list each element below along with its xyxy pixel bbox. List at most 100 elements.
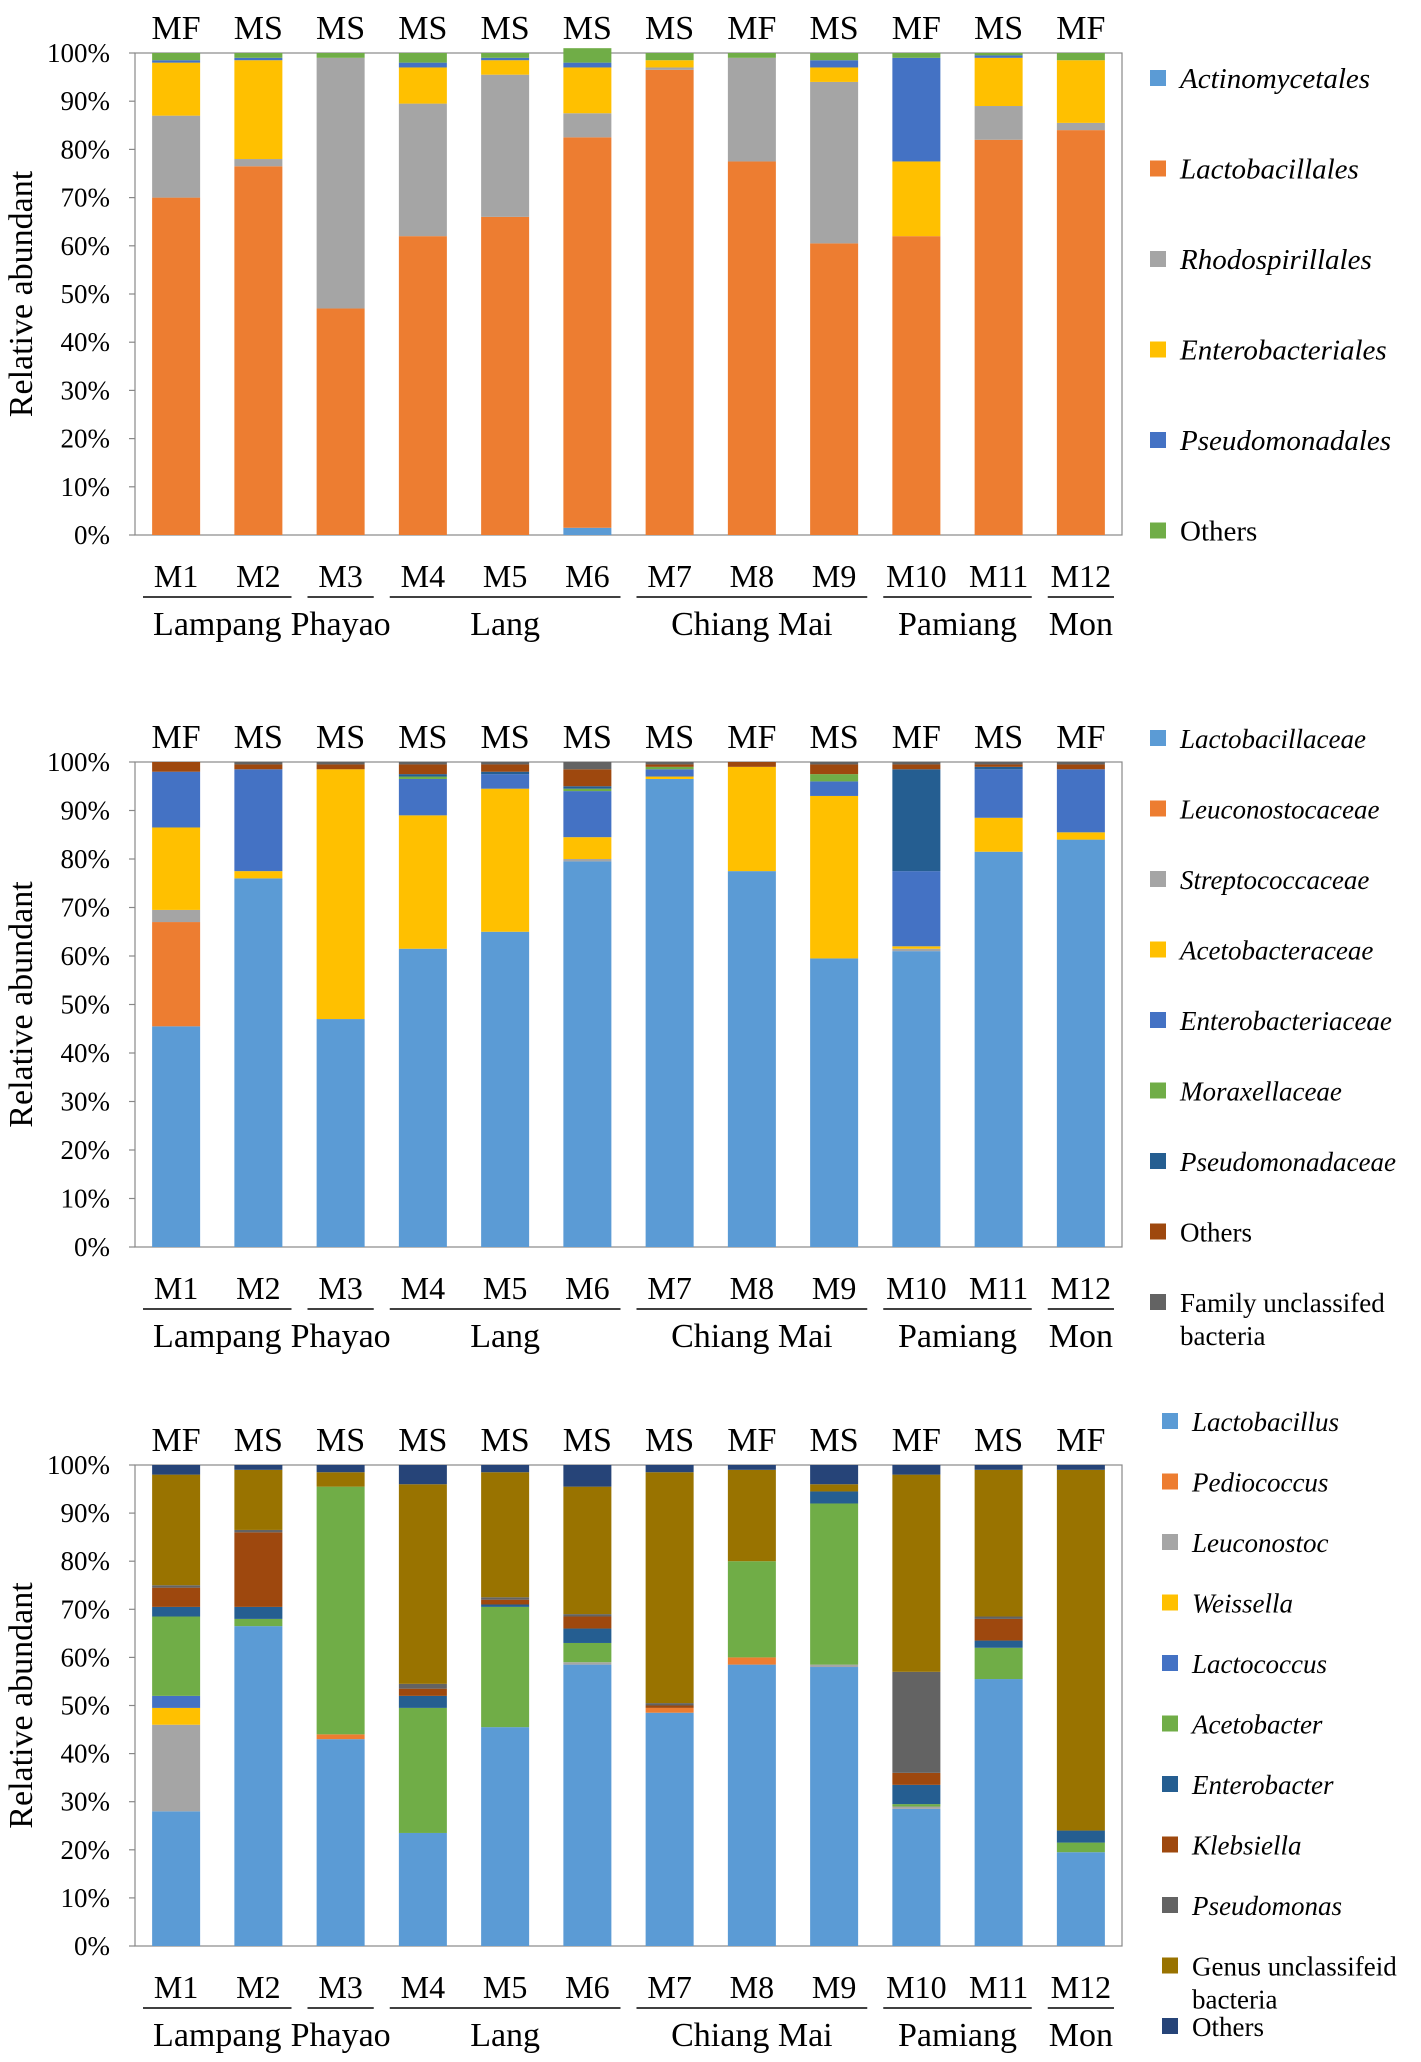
bar-segment-others-M12: [1056, 53, 1105, 61]
bar-segment-rhodospirillales-M1: [152, 115, 201, 198]
bar-segment-lactobacillaceae-M8: [727, 871, 776, 1247]
bar-M9: [810, 1465, 859, 1946]
bar-segment-others-M8: [727, 762, 776, 767]
x-tick-label: M6: [565, 1270, 609, 1306]
bar-M5: [481, 762, 530, 1247]
bar-segment-others-M2: [234, 764, 283, 770]
bar-segment-genus-unclassifeid-bacteria-M7: [645, 1472, 694, 1704]
legend-swatch: [1162, 1413, 1178, 1429]
sample-type-label: MS: [810, 1422, 859, 1459]
y-tick-label: 60%: [61, 941, 111, 971]
bar-segment-acetobacter-M4: [398, 1707, 447, 1833]
bar-segment-pseudomonas-M10: [892, 1671, 941, 1773]
bar-M4: [398, 1465, 447, 1946]
legend-item-others: Others: [1150, 516, 1257, 548]
bar-segment-acetobacteraceae-M10: [892, 946, 941, 949]
bar-segment-enterobacter-M10: [892, 1784, 941, 1805]
bar-segment-genus-unclassifeid-bacteria-M2: [234, 1469, 283, 1530]
sample-type-label: MF: [1056, 10, 1105, 47]
chart-panel-2: 0% 10% 20% 30% 40% 50% 60% 70% 80% 90% 100% Relativ…: [3, 719, 1396, 1355]
bar-segment-enterobacteriales-M11: [974, 57, 1023, 107]
legend-item-pseudomonadales: Pseudomonadales: [1150, 425, 1391, 457]
sample-type-label: MS: [810, 10, 859, 47]
legend-item-rhodospirillales: Rhodospirillales: [1150, 244, 1372, 276]
bar-segment-family-unclassifed-bacteria-M4: [398, 762, 447, 765]
bar-M2: [234, 1465, 283, 1946]
x-tick-label: M2: [236, 1969, 280, 2005]
bar-segment-enterobacter-M6: [563, 1628, 612, 1643]
legend-swatch: [1162, 1473, 1178, 1490]
x-tick-label: M10: [886, 1270, 946, 1306]
bar-segment-genus-unclassifeid-bacteria-M6: [563, 1486, 612, 1615]
sample-type-label: MS: [398, 10, 447, 47]
bar-segment-rhodospirillales-M4: [398, 103, 447, 237]
y-tick-label: 10%: [61, 472, 111, 502]
bar-segment-lactobacillus-M2: [234, 1626, 283, 1946]
bar-segment-enterobacteriales-M5: [481, 60, 530, 75]
x-tick-label: M11: [969, 558, 1028, 594]
legend-label: Streptococcaceae: [1180, 865, 1369, 895]
legend-label: Rhodospirillales: [1179, 244, 1372, 276]
bar-M5: [481, 1465, 530, 1946]
bar-segment-leuconostoc-M6: [563, 1662, 612, 1665]
bar-segment-acetobacter-M10: [892, 1804, 941, 1807]
bar-segment-others-M1: [152, 1465, 201, 1475]
bar-segment-acetobacter-M11: [974, 1647, 1023, 1680]
bar-segment-lactobacillales-M2: [234, 166, 283, 535]
sample-type-label: MS: [645, 10, 694, 47]
bar-segment-streptococcaceae-M10: [892, 948, 941, 952]
y-tick-label: 100%: [47, 747, 110, 777]
bar-segment-genus-unclassifeid-bacteria-M12: [1056, 1469, 1105, 1831]
bar-M1: [152, 762, 201, 1247]
y-tick-label: 80%: [61, 134, 111, 164]
region-label: Mon: [1049, 1318, 1113, 1355]
bar-segment-pseudomonadales-M6: [563, 62, 612, 68]
legend-swatch: [1162, 1594, 1178, 1611]
bar-segment-others-M6: [563, 48, 612, 63]
region-label: Chiang Mai: [671, 606, 832, 643]
legend-item-leuconostoc: Leuconostoc: [1162, 1528, 1328, 1558]
region-label: Mon: [1049, 2017, 1113, 2054]
y-tick-label: 70%: [61, 893, 111, 923]
bar-segment-lactobacillales-M5: [481, 216, 530, 535]
bar-segment-others-M10: [892, 53, 941, 58]
legend-label: Leuconostocaceae: [1179, 795, 1379, 825]
bar-segment-acetobacteraceae-M7: [645, 776, 694, 779]
y-tick-label: 90%: [61, 86, 111, 116]
region-label: Chiang Mai: [671, 1318, 832, 1355]
bar-segment-pediococcus-M7: [645, 1707, 694, 1713]
x-tick-label: M6: [565, 558, 609, 594]
legend-item-lactobacillales: Lactobacillales: [1150, 154, 1359, 186]
bar-segment-acetobacter-M8: [727, 1561, 776, 1658]
bar-segment-enterobacteriales-M7: [645, 60, 694, 68]
bar-segment-genus-unclassifeid-bacteria-M10: [892, 1474, 941, 1672]
sample-type-label: MF: [892, 1422, 941, 1459]
bar-segment-moraxellaceae-M6: [563, 788, 612, 792]
legend-item-others: Others: [1150, 1218, 1252, 1248]
x-tick-label: M11: [969, 1969, 1028, 2005]
bar-segment-acetobacter-M6: [563, 1642, 612, 1663]
bar-segment-others-M10: [892, 764, 941, 770]
x-tick-label: M12: [1051, 558, 1111, 594]
bar-segment-others-M4: [398, 1465, 447, 1485]
bar-segment-lactobacillaceae-M1: [152, 1026, 201, 1247]
legend-swatch: [1150, 70, 1166, 86]
bar-segment-acetobacteraceae-M4: [398, 815, 447, 949]
bar-segment-lactobacillaceae-M4: [398, 948, 447, 1247]
x-tick-label: M8: [730, 1969, 774, 2005]
bar-segment-enterobacteriaceae-M7: [645, 769, 694, 777]
bar-segment-pseudomonas-M7: [645, 1703, 694, 1706]
bar-segment-pseudomonadales-M10: [892, 57, 941, 162]
bar-M6: [563, 48, 612, 535]
bar-segment-pseudomonadaceae-M5: [481, 771, 530, 775]
y-axis-label: Relative abundant: [3, 1582, 40, 1829]
x-tick-label: M4: [401, 558, 445, 594]
sample-type-label: MS: [563, 10, 612, 47]
chart-panel-1: 0% 10% 20% 30% 40% 50% 60% 70% 80% 90% 100% Relativ…: [3, 10, 1391, 643]
x-tick-label: M3: [318, 558, 362, 594]
sample-type-label: MS: [481, 719, 530, 756]
bar-segment-enterobacter-M11: [974, 1640, 1023, 1648]
bar-segment-rhodospirillales-M3: [316, 57, 365, 309]
bar-segment-pseudomonadales-M5: [481, 57, 530, 61]
bar-segment-lactobacillus-M3: [316, 1739, 365, 1946]
